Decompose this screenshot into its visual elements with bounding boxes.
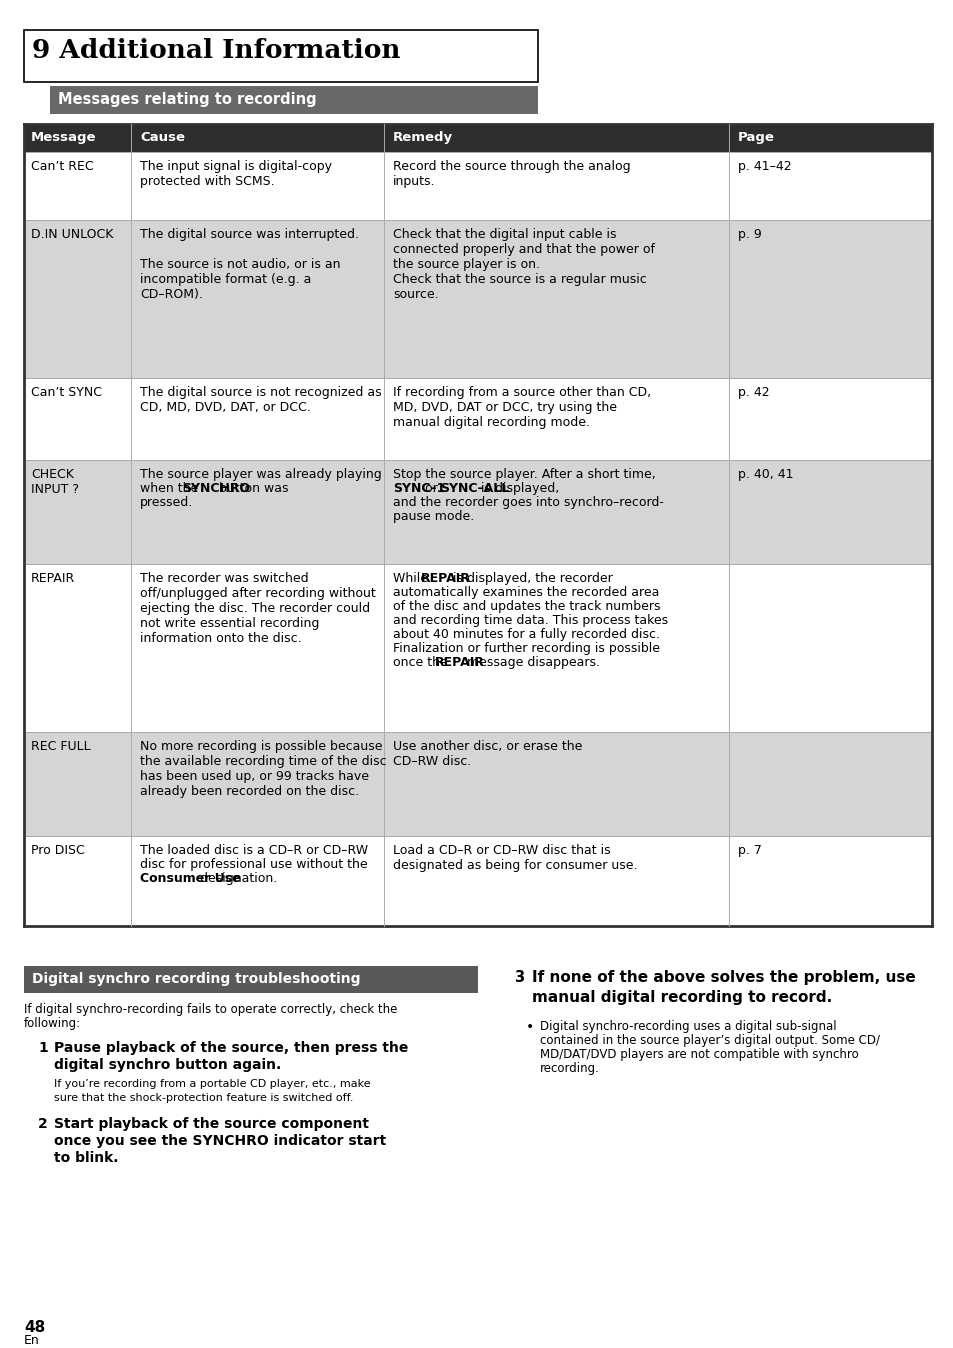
Bar <box>50 86 537 115</box>
Text: Can’t SYNC: Can’t SYNC <box>30 386 102 399</box>
Text: and the recorder goes into synchro–record-: and the recorder goes into synchro–recor… <box>393 496 663 510</box>
Text: The digital source is not recognized as
CD, MD, DVD, DAT, or DCC.: The digital source is not recognized as … <box>140 386 381 414</box>
Text: digital synchro button again.: digital synchro button again. <box>54 1058 281 1072</box>
Text: is displayed,: is displayed, <box>476 483 558 495</box>
Text: CHECK
INPUT ?: CHECK INPUT ? <box>30 468 79 496</box>
Text: pause mode.: pause mode. <box>393 510 474 523</box>
Text: automatically examines the recorded area: automatically examines the recorded area <box>393 586 659 599</box>
Bar <box>24 152 931 220</box>
Text: Remedy: Remedy <box>393 131 453 144</box>
Text: is displayed, the recorder: is displayed, the recorder <box>449 572 612 585</box>
Text: when the: when the <box>140 483 202 495</box>
Text: recording.: recording. <box>539 1062 599 1074</box>
Text: 2: 2 <box>38 1117 48 1131</box>
Text: sure that the shock-protection feature is switched off.: sure that the shock-protection feature i… <box>54 1093 354 1103</box>
Text: 48: 48 <box>24 1320 45 1335</box>
Text: 3: 3 <box>514 971 523 985</box>
Text: Finalization or further recording is possible: Finalization or further recording is pos… <box>393 642 659 655</box>
Text: REPAIR: REPAIR <box>30 572 75 585</box>
Text: p. 42: p. 42 <box>738 386 769 399</box>
Text: While: While <box>393 572 432 585</box>
Text: REC FULL: REC FULL <box>30 740 91 754</box>
Text: No more recording is possible because
the available recording time of the disc
h: No more recording is possible because th… <box>140 740 386 798</box>
Text: Pro DISC: Pro DISC <box>30 844 85 857</box>
Text: If you’re recording from a portable CD player, etc., make: If you’re recording from a portable CD p… <box>54 1078 370 1089</box>
Text: Message: Message <box>30 131 96 144</box>
Bar <box>24 836 931 926</box>
Bar <box>24 967 477 993</box>
Text: p. 41–42: p. 41–42 <box>738 160 791 173</box>
Bar <box>24 732 931 836</box>
Text: The digital source was interrupted.

The source is not audio, or is an
incompati: The digital source was interrupted. The … <box>140 228 358 301</box>
Text: If recording from a source other than CD,
MD, DVD, DAT or DCC, try using the
man: If recording from a source other than CD… <box>393 386 651 429</box>
Text: p. 9: p. 9 <box>738 228 760 241</box>
Text: once the: once the <box>393 656 452 669</box>
Text: pressed.: pressed. <box>140 496 193 510</box>
Text: If none of the above solves the problem, use: If none of the above solves the problem,… <box>532 971 915 985</box>
Text: Cause: Cause <box>140 131 185 144</box>
Text: button was: button was <box>214 483 288 495</box>
Text: Load a CD–R or CD–RW disc that is
designated as being for consumer use.: Load a CD–R or CD–RW disc that is design… <box>393 844 637 872</box>
Text: The recorder was switched
off/unplugged after recording without
ejecting the dis: The recorder was switched off/unplugged … <box>140 572 375 644</box>
Text: SYNCHRO: SYNCHRO <box>182 483 250 495</box>
Text: Digital synchro-recording uses a digital sub-signal: Digital synchro-recording uses a digital… <box>539 1020 836 1033</box>
Text: designation.: designation. <box>196 872 277 886</box>
Text: disc for professional use without the: disc for professional use without the <box>140 857 367 871</box>
Text: Stop the source player. After a short time,: Stop the source player. After a short ti… <box>393 468 655 481</box>
Text: Messages relating to recording: Messages relating to recording <box>58 92 316 106</box>
Bar <box>24 377 931 460</box>
Text: 1: 1 <box>38 1041 48 1055</box>
Text: Pause playback of the source, then press the: Pause playback of the source, then press… <box>54 1041 408 1055</box>
Text: Can’t REC: Can’t REC <box>30 160 93 173</box>
Text: Record the source through the analog
inputs.: Record the source through the analog inp… <box>393 160 630 187</box>
Text: REPAIR: REPAIR <box>435 656 484 669</box>
Text: following:: following: <box>24 1016 81 1030</box>
Text: of the disc and updates the track numbers: of the disc and updates the track number… <box>393 600 659 613</box>
Text: 9 Additional Information: 9 Additional Information <box>32 38 400 63</box>
Text: The loaded disc is a CD–R or CD–RW: The loaded disc is a CD–R or CD–RW <box>140 844 368 857</box>
Text: Use another disc, or erase the
CD–RW disc.: Use another disc, or erase the CD–RW dis… <box>393 740 581 768</box>
Text: to blink.: to blink. <box>54 1151 118 1165</box>
Text: •: • <box>525 1020 534 1034</box>
Text: MD/DAT/DVD players are not compatible with synchro: MD/DAT/DVD players are not compatible wi… <box>539 1047 858 1061</box>
Text: Consumer Use: Consumer Use <box>140 872 240 886</box>
Text: p. 40, 41: p. 40, 41 <box>738 468 793 481</box>
Text: message disappears.: message disappears. <box>463 656 599 669</box>
Bar <box>24 124 931 152</box>
Text: contained in the source player’s digital output. Some CD/: contained in the source player’s digital… <box>539 1034 879 1047</box>
Bar <box>24 30 537 82</box>
Text: SYNC–1: SYNC–1 <box>393 483 445 495</box>
Text: about 40 minutes for a fully recorded disc.: about 40 minutes for a fully recorded di… <box>393 628 659 642</box>
Text: Page: Page <box>738 131 774 144</box>
Text: or: or <box>420 483 441 495</box>
Text: D.IN UNLOCK: D.IN UNLOCK <box>30 228 113 241</box>
Text: manual digital recording to record.: manual digital recording to record. <box>532 989 831 1006</box>
Text: REPAIR: REPAIR <box>420 572 471 585</box>
Text: If digital synchro-recording fails to operate correctly, check the: If digital synchro-recording fails to op… <box>24 1003 397 1016</box>
Text: Digital synchro recording troubleshooting: Digital synchro recording troubleshootin… <box>32 972 360 985</box>
Text: Start playback of the source component: Start playback of the source component <box>54 1117 369 1131</box>
Text: The input signal is digital-copy
protected with SCMS.: The input signal is digital-copy protect… <box>140 160 332 187</box>
Text: SYNC–ALL: SYNC–ALL <box>439 483 509 495</box>
Bar <box>24 563 931 732</box>
Text: and recording time data. This process takes: and recording time data. This process ta… <box>393 613 667 627</box>
Text: The source player was already playing: The source player was already playing <box>140 468 381 481</box>
Bar <box>24 460 931 563</box>
Text: once you see the SYNCHRO indicator start: once you see the SYNCHRO indicator start <box>54 1134 386 1148</box>
Bar <box>24 220 931 377</box>
Text: En: En <box>24 1335 40 1347</box>
Text: Check that the digital input cable is
connected properly and that the power of
t: Check that the digital input cable is co… <box>393 228 655 301</box>
Text: p. 7: p. 7 <box>738 844 761 857</box>
